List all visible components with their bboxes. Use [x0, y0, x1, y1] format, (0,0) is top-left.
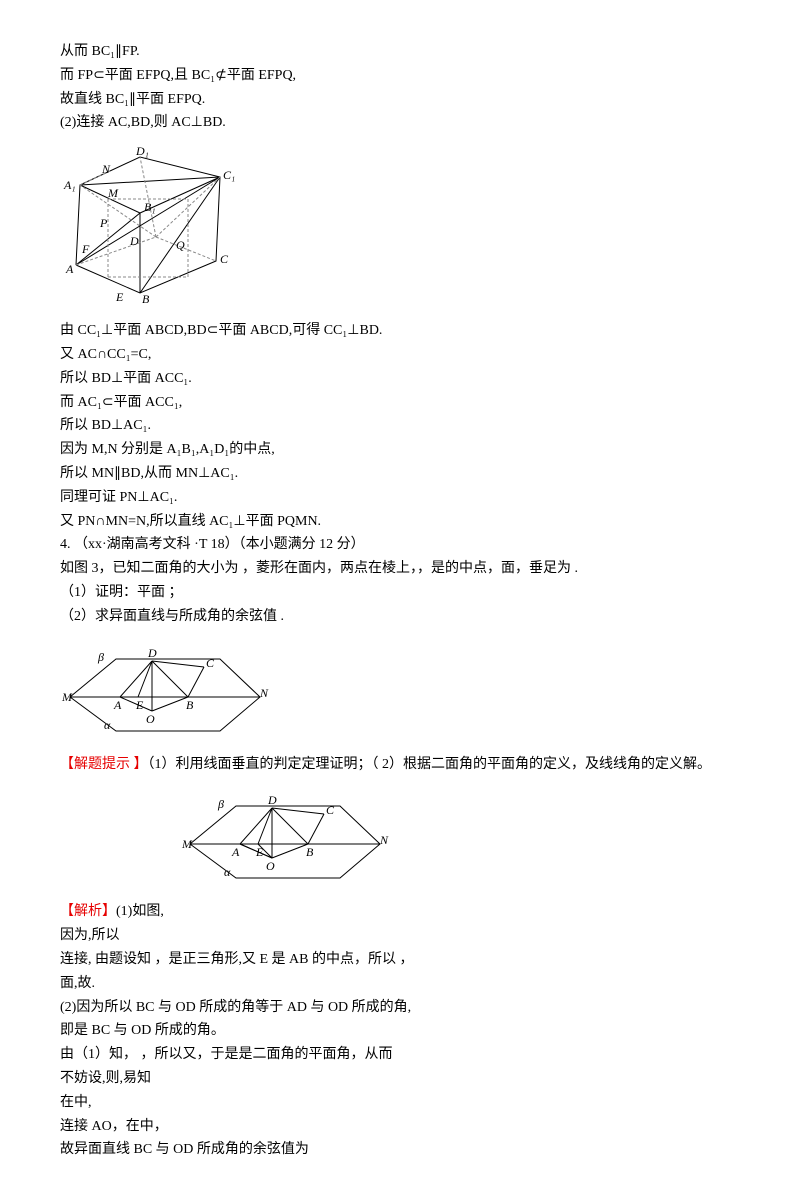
- hint-label: 【解题提示 】: [60, 757, 148, 772]
- label-C: C: [220, 252, 229, 266]
- label-N: N: [379, 833, 389, 847]
- hint-line: 【解题提示 】（1）利用线面垂直的判定定理证明；（ 2）根据二面角的平面角的定义…: [60, 753, 740, 777]
- label-F: F: [81, 242, 90, 256]
- text-line: 如图 3，已知二面角的大小为 ，菱形在面内，两点在棱上，，是的中点，面，垂足为 …: [60, 557, 740, 581]
- text-line: 从而 BC₁∥FP.: [60, 40, 740, 64]
- label-B1: B₁: [144, 200, 156, 214]
- label-D1: D₁: [135, 145, 149, 158]
- label-A1: A₁: [63, 178, 76, 192]
- text-line: 连接 AO，在中，: [60, 1115, 740, 1139]
- text-line: 所以 BD⊥平面 ACC₁.: [60, 367, 740, 391]
- label-beta: β: [217, 797, 224, 811]
- label-P: P: [99, 216, 108, 230]
- figure-cube: D₁ C₁ A₁ B₁ N M P D C F A E B Q: [60, 145, 740, 305]
- label-D: D: [129, 234, 139, 248]
- label-B: B: [306, 845, 314, 859]
- text-line: 因为 M,N 分别是 A₁B₁,A₁D₁的中点,: [60, 438, 740, 462]
- label-C: C: [326, 803, 335, 817]
- label-B: B: [142, 292, 150, 305]
- label-O: O: [266, 859, 275, 873]
- text-line: 又 PN∩MN=N,所以直线 AC₁⊥平面 PQMN.: [60, 510, 740, 534]
- text-line: 即是 BC 与 OD 所成的角。: [60, 1019, 740, 1043]
- text-line: (2)因为所以 BC 与 OD 所成的角等于 AD 与 OD 所成的角,: [60, 996, 740, 1020]
- text-line: 所以 MN∥BD,从而 MN⊥AC₁.: [60, 462, 740, 486]
- label-E: E: [135, 698, 144, 712]
- label-A: A: [231, 845, 240, 859]
- text-line: 不妨设,则,易知: [60, 1067, 740, 1091]
- hint-text: （1）利用线面垂直的判定定理证明；（ 2）根据二面角的平面角的定义，及线线角的定…: [148, 757, 712, 772]
- solution-head: 【解析】(1)如图,: [60, 900, 740, 924]
- text-line: （1）证明：平面 ；: [60, 581, 740, 605]
- label-beta: β: [97, 650, 104, 664]
- label-D: D: [267, 793, 277, 807]
- label-alpha: α: [104, 718, 111, 732]
- text-line: 故直线 BC₁∥平面 EFPQ.: [60, 88, 740, 112]
- label-A: A: [65, 262, 74, 276]
- text-line: 在中,: [60, 1091, 740, 1115]
- text-line: 所以 BD⊥AC₁.: [60, 414, 740, 438]
- label-N: N: [101, 162, 111, 176]
- text-line: 同理可证 PN⊥AC₁.: [60, 486, 740, 510]
- text-line: 由（1）知， ，所以又，于是是二面角的平面角，从而: [60, 1043, 740, 1067]
- label-E: E: [115, 290, 124, 304]
- label-D: D: [147, 646, 157, 660]
- figure-rhombus-2: β D C M A E B N O α: [180, 786, 740, 886]
- label-C1: C₁: [223, 168, 235, 182]
- text-line: 而 FP⊂平面 EFPQ,且 BC₁⊄平面 EFPQ,: [60, 64, 740, 88]
- solution-text: (1)如图,: [116, 904, 164, 919]
- text-line: 面,故.: [60, 972, 740, 996]
- text-line: 连接, 由题设知 ，是正三角形,又 E 是 AB 的中点，所以 ，: [60, 948, 740, 972]
- label-C: C: [206, 656, 215, 670]
- label-A: A: [113, 698, 122, 712]
- text-line: 由 CC₁⊥平面 ABCD,BD⊂平面 ABCD,可得 CC₁⊥BD.: [60, 319, 740, 343]
- solution-label: 【解析】: [60, 904, 116, 919]
- label-alpha: α: [224, 865, 231, 879]
- text-line: 而 AC₁⊂平面 ACC₁,: [60, 391, 740, 415]
- label-M: M: [181, 837, 193, 851]
- text-line: 又 AC∩CC₁=C,: [60, 343, 740, 367]
- label-E: E: [255, 845, 264, 859]
- label-M: M: [107, 186, 119, 200]
- text-line: (2)连接 AC,BD,则 AC⊥BD.: [60, 111, 740, 135]
- label-M: M: [61, 690, 73, 704]
- text-line: 4. （xx·湖南高考文科 ·T 18）（本小题满分 12 分）: [60, 533, 740, 557]
- label-O: O: [146, 712, 155, 726]
- label-Q: Q: [176, 238, 185, 252]
- text-line: （2）求异面直线与所成角的余弦值 .: [60, 605, 740, 629]
- label-B: B: [186, 698, 194, 712]
- label-N: N: [259, 686, 269, 700]
- text-line: 因为,所以: [60, 924, 740, 948]
- figure-rhombus-1: β D C M A E B N O α: [60, 639, 740, 739]
- text-line: 故异面直线 BC 与 OD 所成角的余弦值为: [60, 1138, 740, 1162]
